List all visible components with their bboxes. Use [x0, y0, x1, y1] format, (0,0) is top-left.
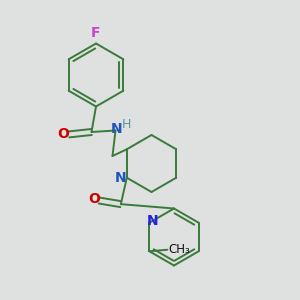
Text: O: O — [58, 128, 70, 141]
Text: F: F — [91, 26, 101, 40]
Text: CH₃: CH₃ — [169, 243, 190, 256]
Text: N: N — [114, 171, 126, 185]
Text: N: N — [110, 122, 122, 136]
Text: O: O — [88, 192, 100, 206]
Text: N: N — [146, 214, 158, 228]
Text: H: H — [122, 118, 132, 131]
